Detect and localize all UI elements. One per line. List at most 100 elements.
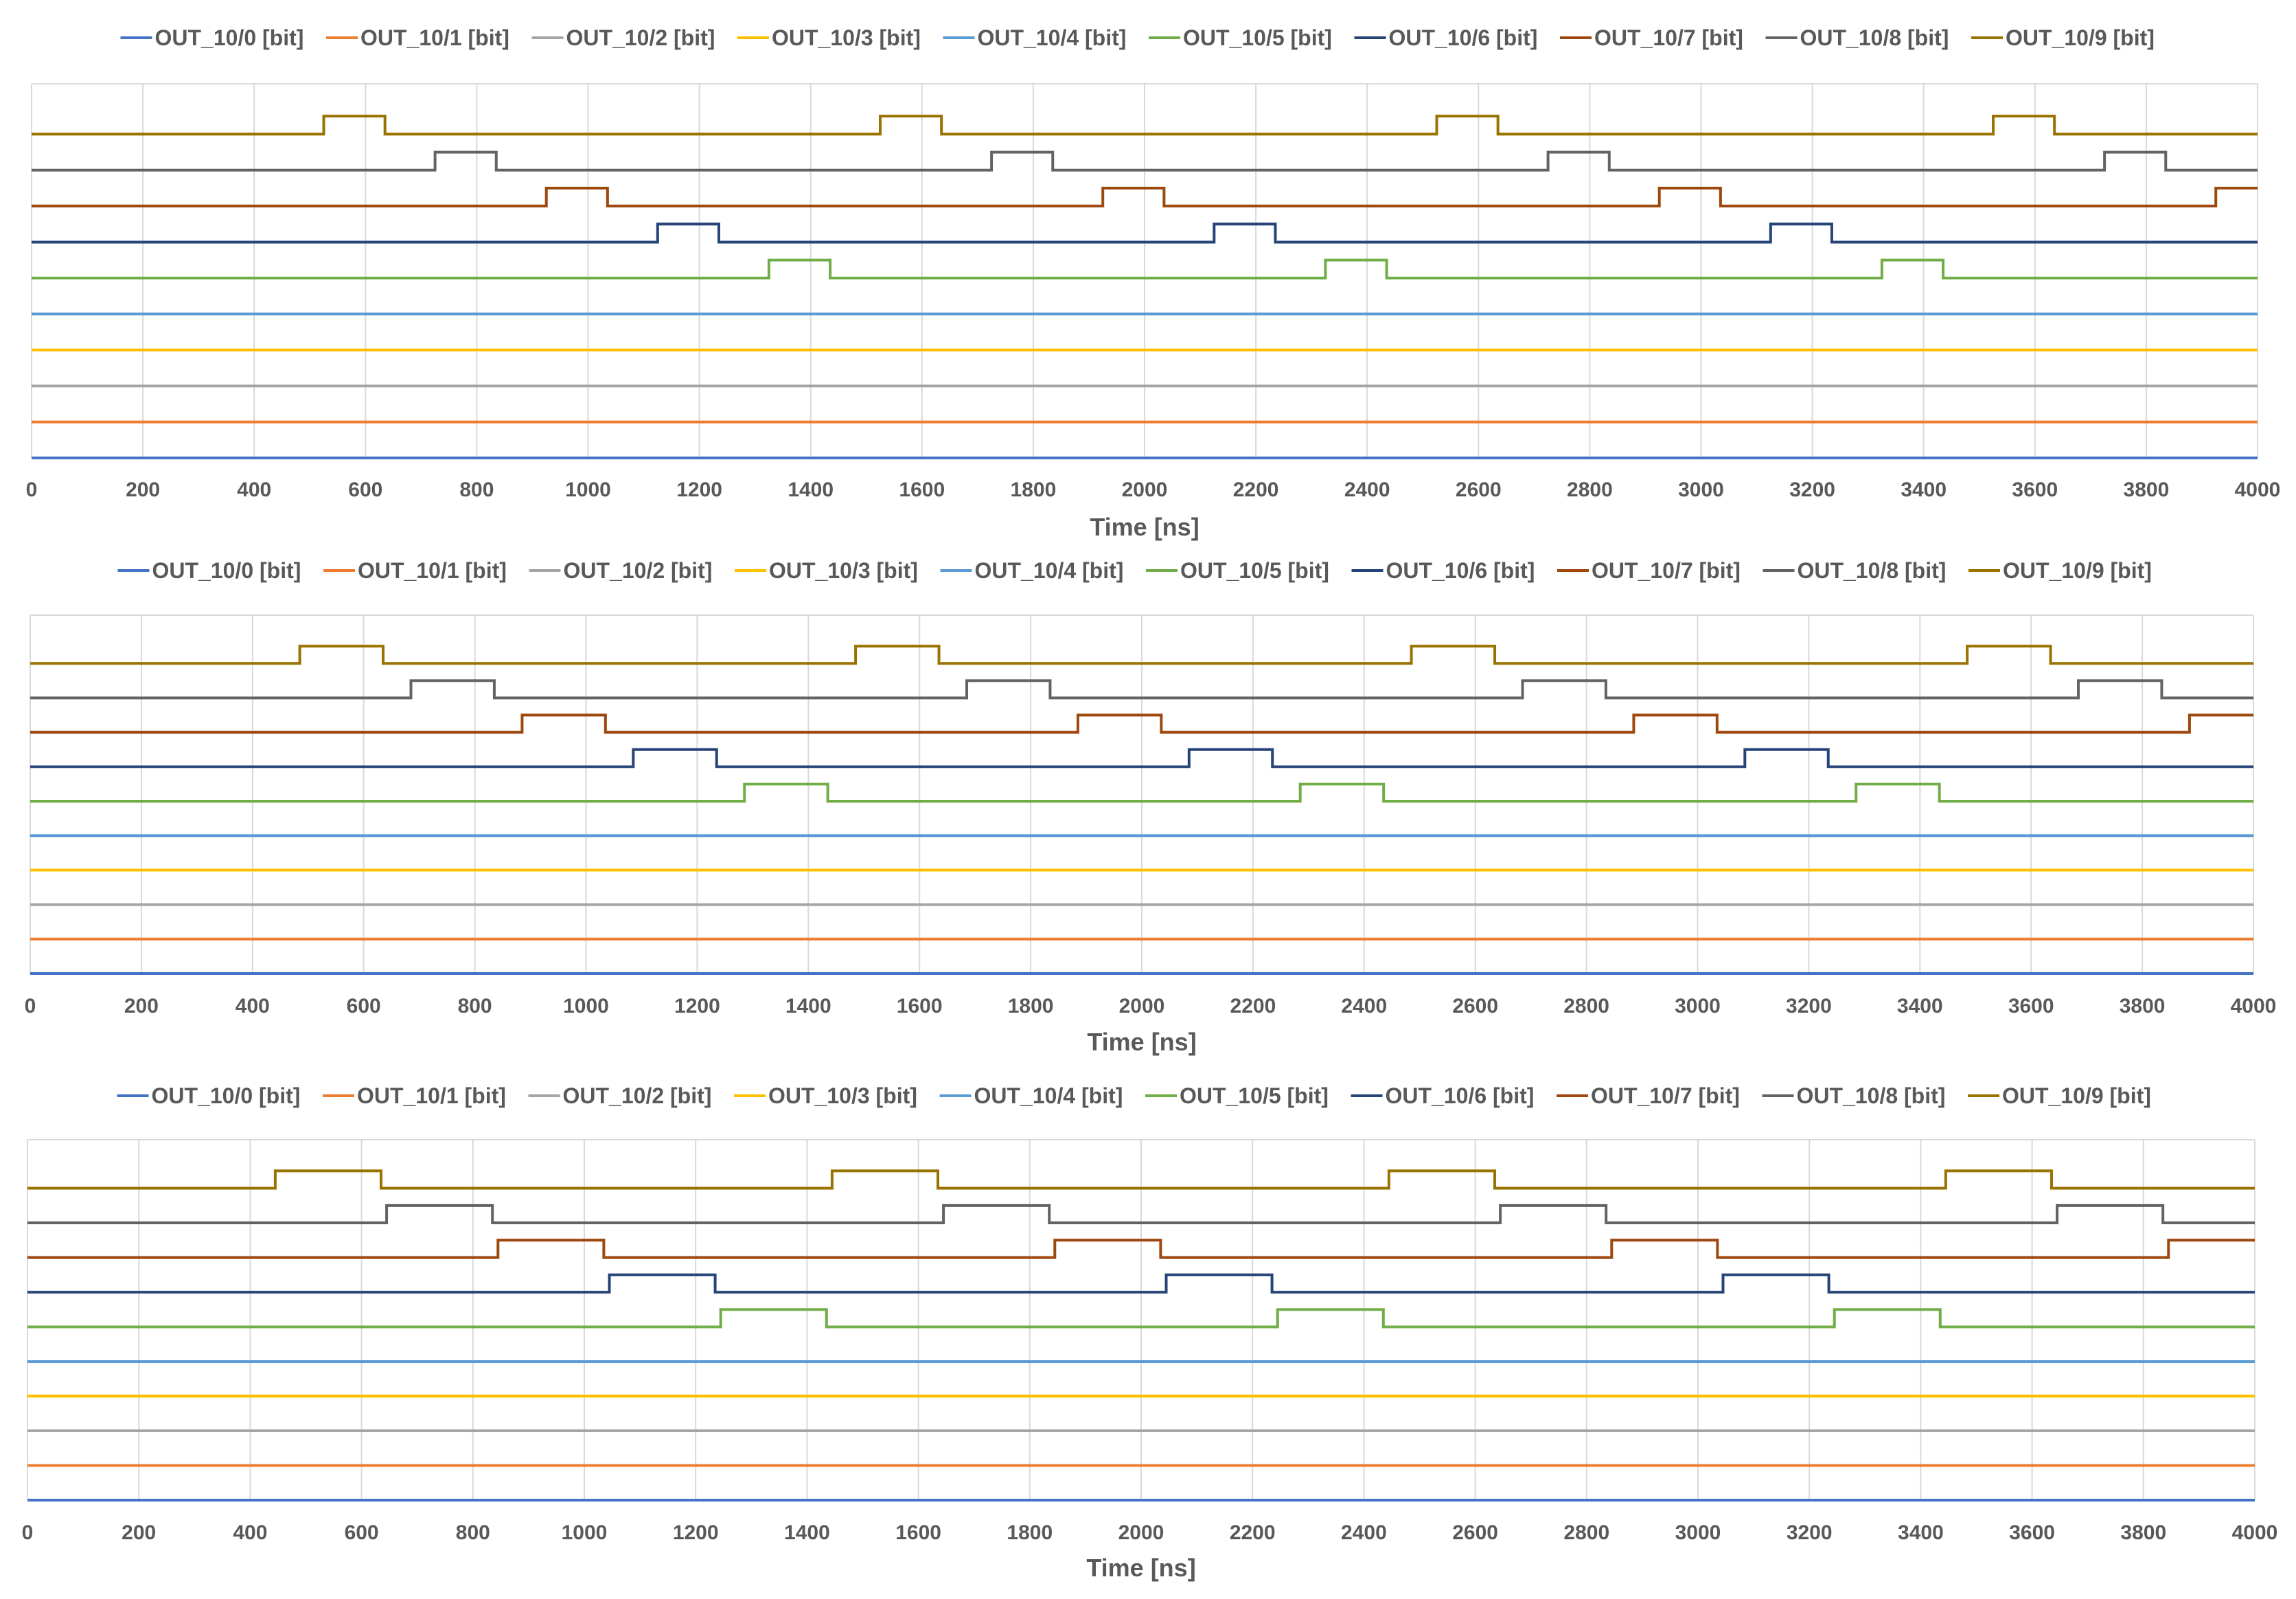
legend: OUT_10/0 [bit] OUT_10/1 [bit] OUT_10/2 [bi… <box>117 558 2152 583</box>
series-group <box>32 115 2258 459</box>
x-tick-label: 400 <box>237 479 271 501</box>
x-tick-label: 800 <box>458 995 492 1017</box>
x-tick-label: 800 <box>459 479 494 501</box>
legend-label: OUT_10/9 [bit] <box>2002 1083 2151 1108</box>
x-tick-label: 1600 <box>895 1521 941 1544</box>
x-tick-label: 2400 <box>1341 995 1387 1017</box>
x-tick-label: 2400 <box>1344 479 1390 501</box>
x-tick-label: 1000 <box>565 479 611 501</box>
x-tick-label: 200 <box>122 1521 156 1544</box>
x-tick-label: 3000 <box>1675 995 1721 1017</box>
x-tick-label: 600 <box>348 479 382 501</box>
x-tick-label: 2000 <box>1122 479 1168 501</box>
x-axis-title: Time [ns] <box>1090 513 1199 541</box>
legend-label: OUT_10/1 [bit] <box>358 558 507 583</box>
x-tick-label: 600 <box>347 995 381 1017</box>
x-axis-title: Time [ns] <box>1086 1554 1195 1582</box>
x-tick-label: 0 <box>25 995 36 1017</box>
x-tick-label: 1800 <box>1008 995 1054 1017</box>
x-tick-label: 1000 <box>562 1521 608 1544</box>
x-tick-label: 2200 <box>1230 995 1276 1017</box>
x-tick-label: 400 <box>233 1521 267 1544</box>
series-group <box>27 1169 2255 1502</box>
series-line <box>30 713 2253 734</box>
x-tick-label: 3400 <box>1897 995 1943 1017</box>
legend-label: OUT_10/7 [bit] <box>1592 558 1741 583</box>
legend-label: OUT_10/6 [bit] <box>1389 25 1538 50</box>
x-tick-label: 600 <box>345 1521 379 1544</box>
x-tick-label: 1200 <box>673 1521 719 1544</box>
x-tick-label: 3200 <box>1787 1521 1833 1544</box>
x-tick-label: 1600 <box>897 995 943 1017</box>
x-tick-label: 3600 <box>2008 995 2054 1017</box>
chart-panel-3: OUT_10/0 [bit] OUT_10/1 [bit] OUT_10/2 [bi… <box>22 1083 2278 1582</box>
series-line <box>27 1273 2255 1294</box>
legend-label: OUT_10/3 [bit] <box>772 25 921 50</box>
legend: OUT_10/0 [bit] OUT_10/1 [bit] OUT_10/2 [bi… <box>120 25 2155 50</box>
series-line <box>27 1169 2255 1190</box>
legend-label: OUT_10/5 [bit] <box>1180 1083 1329 1108</box>
x-axis-ticks: 0 200 400 600 800 1000 1200 1400 1600 1800 2000 220… <box>26 479 2281 501</box>
legend-label: OUT_10/4 [bit] <box>975 558 1124 583</box>
x-tick-label: 3600 <box>2012 479 2058 501</box>
legend-label: OUT_10/1 [bit] <box>360 25 509 50</box>
legend-label: OUT_10/7 [bit] <box>1591 1083 1740 1108</box>
x-tick-label: 1400 <box>785 995 831 1017</box>
series-line <box>30 782 2253 803</box>
x-tick-label: 3600 <box>2009 1521 2055 1544</box>
x-tick-label: 200 <box>124 995 159 1017</box>
legend-label: OUT_10/2 [bit] <box>564 558 713 583</box>
gridlines <box>31 83 2258 458</box>
legend-label: OUT_10/4 [bit] <box>974 1083 1123 1108</box>
x-axis-ticks: 0 200 400 600 800 1000 1200 1400 1600 1800 2000 220… <box>22 1521 2278 1544</box>
x-tick-label: 1000 <box>563 995 609 1017</box>
x-tick-label: 3400 <box>1901 479 1947 501</box>
x-tick-label: 1600 <box>899 479 945 501</box>
legend-label: OUT_10/6 [bit] <box>1386 558 1535 583</box>
legend-label: OUT_10/0 [bit] <box>152 1083 301 1108</box>
legend: OUT_10/0 [bit] OUT_10/1 [bit] OUT_10/2 [bi… <box>117 1083 2151 1108</box>
series-line <box>32 258 2258 279</box>
x-tick-label: 1800 <box>1011 479 1057 501</box>
series-line <box>30 748 2253 768</box>
x-tick-label: 3800 <box>2124 479 2170 501</box>
x-tick-label: 2200 <box>1230 1521 1276 1544</box>
x-tick-label: 3400 <box>1898 1521 1944 1544</box>
x-tick-label: 2400 <box>1341 1521 1387 1544</box>
legend-label: OUT_10/1 [bit] <box>357 1083 506 1108</box>
series-line <box>27 1204 2255 1225</box>
x-tick-label: 3800 <box>2120 995 2166 1017</box>
x-tick-label: 3200 <box>1786 995 1832 1017</box>
x-tick-label: 1400 <box>784 1521 830 1544</box>
x-tick-label: 3000 <box>1675 1521 1721 1544</box>
x-tick-label: 4000 <box>2232 1521 2278 1544</box>
x-tick-label: 2800 <box>1563 995 1609 1017</box>
x-tick-label: 200 <box>126 479 160 501</box>
legend-label: OUT_10/2 [bit] <box>566 25 715 50</box>
legend-label: OUT_10/9 [bit] <box>2006 25 2155 50</box>
legend-label: OUT_10/0 [bit] <box>152 558 301 583</box>
x-tick-label: 2000 <box>1118 1521 1164 1544</box>
x-tick-label: 2600 <box>1456 479 1502 501</box>
x-tick-label: 0 <box>26 479 38 501</box>
x-tick-label: 4000 <box>2235 479 2281 501</box>
x-tick-label: 400 <box>236 995 270 1017</box>
x-tick-label: 4000 <box>2231 995 2277 1017</box>
x-tick-label: 0 <box>22 1521 34 1544</box>
legend-label: OUT_10/8 [bit] <box>1798 558 1947 583</box>
x-tick-label: 1200 <box>676 479 722 501</box>
x-tick-label: 3800 <box>2120 1521 2166 1544</box>
legend-label: OUT_10/5 [bit] <box>1180 558 1329 583</box>
series-line <box>32 186 2258 208</box>
x-axis-title: Time [ns] <box>1087 1028 1196 1056</box>
x-tick-label: 3200 <box>1789 479 1835 501</box>
gridlines <box>30 614 2254 974</box>
legend-label: OUT_10/8 [bit] <box>1800 25 1949 50</box>
x-tick-label: 2200 <box>1233 479 1279 501</box>
series-line <box>27 1308 2255 1328</box>
series-line <box>30 679 2253 700</box>
legend-label: OUT_10/9 [bit] <box>2003 558 2152 583</box>
series-line <box>32 222 2258 244</box>
legend-label: OUT_10/3 [bit] <box>768 1083 917 1108</box>
x-tick-label: 3000 <box>1678 479 1724 501</box>
